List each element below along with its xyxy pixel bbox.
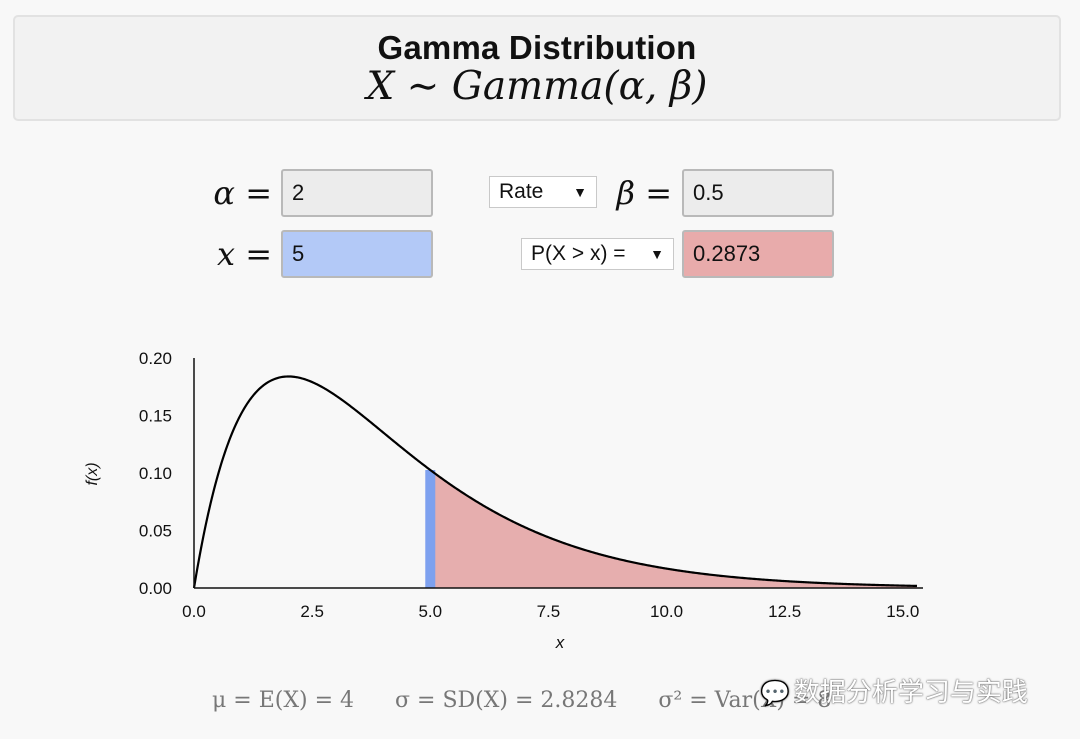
- header-panel: Gamma Distribution X ∼ Gamma(α, β): [13, 15, 1061, 121]
- wechat-icon: 💬: [760, 680, 790, 707]
- distribution-formula: X ∼ Gamma(α, β): [366, 64, 708, 109]
- alpha-label: α =: [213, 174, 272, 212]
- x-marker: [425, 470, 436, 588]
- x-marker-bar: [425, 470, 436, 588]
- probability-type-select-value: P(X > x) =: [531, 242, 626, 265]
- beta-parameter-select[interactable]: Rate ▼: [489, 176, 597, 208]
- y-tick-label: 0.05: [139, 522, 172, 541]
- x-input[interactable]: [281, 230, 433, 278]
- probability-output[interactable]: [682, 230, 834, 278]
- beta-input[interactable]: [682, 169, 834, 217]
- tail-area: [430, 470, 917, 588]
- tick-labels: 0.0 2.5 5.0 7.5 10.0 12.5 15.0 0.00 0.05 0.10 0.15…: [139, 349, 919, 621]
- x-tick-label: 10.0: [650, 602, 683, 621]
- y-tick-label: 0.00: [139, 579, 172, 598]
- mean-stat: μ = E(X) = 4: [212, 688, 355, 713]
- x-tick-label: 5.0: [418, 602, 442, 621]
- variance-stat: σ² = Var(X) = 8: [658, 688, 832, 713]
- summary-statistics: μ = E(X) = 4 σ = SD(X) = 2.8284 σ² = Var…: [212, 688, 865, 713]
- chart-axes: [193, 358, 923, 589]
- x-label: x =: [216, 235, 272, 273]
- y-tick-label: 0.10: [139, 464, 172, 483]
- x-axis-label: x: [555, 633, 565, 652]
- beta-parameter-select-value: Rate: [499, 180, 544, 203]
- y-tick-label: 0.20: [139, 349, 172, 368]
- y-tick-label: 0.15: [139, 407, 172, 426]
- alpha-input[interactable]: [281, 169, 433, 217]
- beta-label: β =: [616, 174, 672, 212]
- chevron-down-icon: ▼: [573, 184, 587, 200]
- watermark-text: 数据分析学习与实践: [793, 677, 1028, 707]
- y-axis-label: f(x): [84, 462, 101, 485]
- pdf-line: [192, 375, 918, 589]
- density-curve: [192, 375, 918, 589]
- x-tick-label: 0.0: [182, 602, 206, 621]
- x-tick-label: 7.5: [537, 602, 561, 621]
- x-tick-label: 2.5: [300, 602, 324, 621]
- probability-type-select[interactable]: P(X > x) = ▼: [521, 238, 674, 270]
- x-tick-label: 12.5: [768, 602, 801, 621]
- x-tick-label: 15.0: [886, 602, 919, 621]
- watermark: 💬 数据分析学习与实践: [760, 672, 1028, 709]
- sd-stat: σ = SD(X) = 2.8284: [395, 688, 618, 713]
- page-title: Gamma Distribution: [377, 29, 697, 66]
- tail-probability-region: [430, 470, 917, 588]
- chevron-down-icon: ▼: [650, 246, 664, 262]
